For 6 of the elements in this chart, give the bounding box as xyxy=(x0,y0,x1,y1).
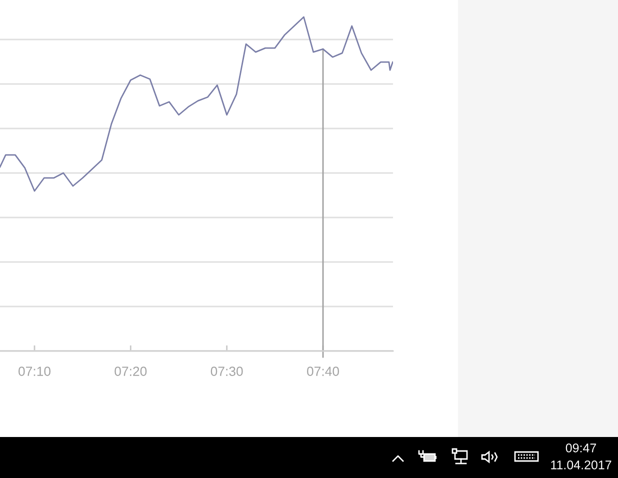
x-tick-label: 07:30 xyxy=(210,366,243,376)
x-tick-label: 07:40 xyxy=(307,366,340,376)
x-tick-label: 07:20 xyxy=(114,366,147,376)
text: 09:47 xyxy=(566,444,596,452)
text: 11.04.2017 xyxy=(551,460,612,470)
x-tick-label: 07:10 xyxy=(18,366,50,376)
